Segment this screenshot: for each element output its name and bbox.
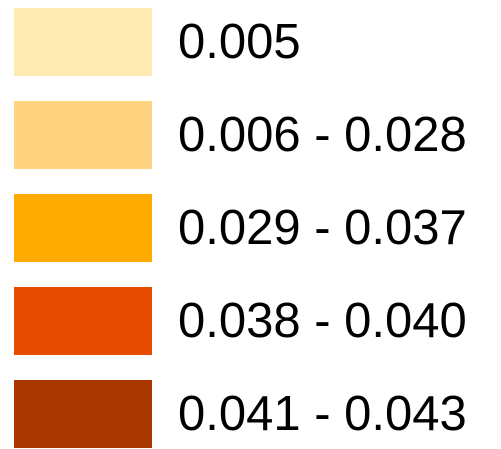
legend-item: 0.029 - 0.037 [14, 194, 494, 262]
legend-swatch [14, 194, 152, 262]
legend-swatch [14, 287, 152, 355]
legend-label: 0.041 - 0.043 [178, 387, 467, 441]
legend-item: 0.006 - 0.028 [14, 101, 494, 169]
legend-swatch [14, 380, 152, 448]
legend-item: 0.005 [14, 8, 494, 76]
legend-label: 0.038 - 0.040 [178, 294, 467, 348]
legend-label: 0.005 [178, 15, 301, 69]
legend-item: 0.038 - 0.040 [14, 287, 494, 355]
legend-item: 0.041 - 0.043 [14, 380, 494, 448]
legend-swatch [14, 101, 152, 169]
legend-swatch [14, 8, 152, 76]
legend-label: 0.029 - 0.037 [178, 201, 467, 255]
legend-label: 0.006 - 0.028 [178, 108, 467, 162]
